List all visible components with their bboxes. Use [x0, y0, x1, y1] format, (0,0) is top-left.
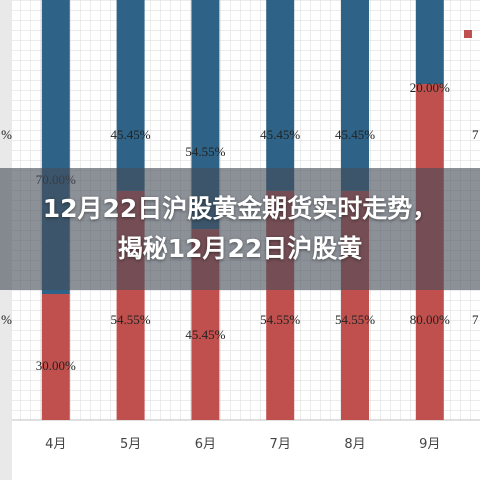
bar-top-4 [266, 0, 295, 191]
x-tick-label-6: 9月 [419, 437, 440, 452]
data-label-bottom-7: 7 [472, 312, 479, 327]
x-tick-label-5: 8月 [344, 437, 365, 452]
data-label-bottom-1: 30.00% [36, 358, 76, 373]
data-label-bottom-6: 80.00% [410, 312, 450, 327]
bar-top-6 [415, 0, 444, 84]
x-tick-label-3: 6月 [195, 437, 216, 452]
x-tick-label-2: 5月 [120, 437, 141, 452]
data-label-top-6: 20.00% [410, 80, 450, 95]
data-label-bottom-0: % [1, 312, 12, 327]
data-label-top-7: 7 [472, 127, 479, 142]
bar-top-2 [116, 0, 145, 191]
data-label-bottom-3: 45.45% [185, 327, 225, 342]
data-label-top-3: 54.55% [185, 144, 225, 159]
bar-bottom-1 [41, 294, 70, 420]
data-label-top-0: % [1, 127, 12, 142]
data-label-top-5: 45.45% [335, 127, 375, 142]
legend-swatch [464, 30, 472, 38]
title-banner: 12月22日沪股黄金期货实时走势，揭秘12月22日沪股黄 [0, 168, 480, 290]
banner-title: 12月22日沪股黄金期货实时走势，揭秘12月22日沪股黄 [42, 194, 438, 263]
data-label-top-2: 45.45% [111, 127, 151, 142]
data-label-bottom-5: 54.55% [335, 312, 375, 327]
data-label-bottom-2: 54.55% [111, 312, 151, 327]
data-label-top-4: 45.45% [260, 127, 300, 142]
x-tick-label-1: 4月 [45, 437, 66, 452]
bar-top-5 [341, 0, 369, 191]
data-label-bottom-4: 54.55% [260, 312, 300, 327]
x-tick-label-4: 7月 [270, 437, 291, 452]
